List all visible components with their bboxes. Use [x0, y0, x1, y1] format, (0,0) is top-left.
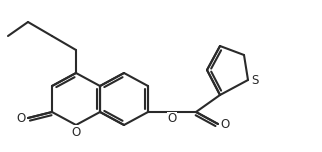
Text: O: O [16, 112, 26, 124]
Text: S: S [251, 74, 259, 86]
Text: O: O [71, 126, 80, 138]
Text: O: O [220, 117, 230, 131]
Text: O: O [167, 112, 177, 126]
